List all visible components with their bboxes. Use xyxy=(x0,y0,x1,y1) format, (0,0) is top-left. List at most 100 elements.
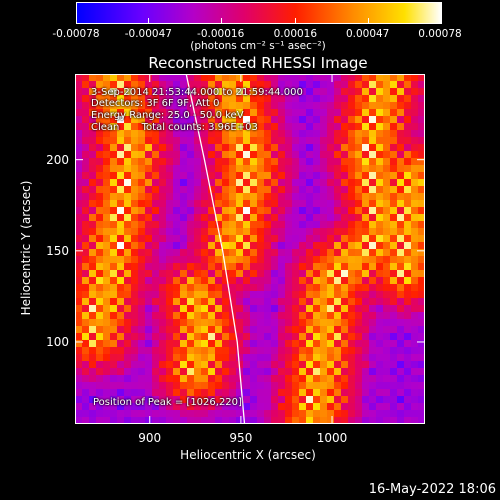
heatmap-cell xyxy=(138,158,145,165)
heatmap-cell xyxy=(138,340,145,347)
heatmap-cell xyxy=(271,340,278,347)
heatmap-cell xyxy=(166,347,173,354)
heatmap-cell xyxy=(145,389,152,396)
heatmap-cell xyxy=(180,207,187,214)
heatmap-cell xyxy=(201,410,208,417)
heatmap-cell xyxy=(313,102,320,109)
heatmap-cell xyxy=(306,375,313,382)
heatmap-cell xyxy=(89,256,96,263)
heatmap-cell xyxy=(194,298,201,305)
heatmap-cell xyxy=(75,74,82,81)
x-tick-label: 900 xyxy=(138,431,162,445)
heatmap-cell xyxy=(222,74,229,81)
heatmap-cell xyxy=(411,228,418,235)
heatmap-cell xyxy=(103,165,110,172)
heatmap-cell xyxy=(187,186,194,193)
heatmap-cell xyxy=(152,221,159,228)
heatmap-cell xyxy=(152,130,159,137)
heatmap-cell xyxy=(327,284,334,291)
heatmap-cell xyxy=(348,263,355,270)
heatmap-cell xyxy=(264,207,271,214)
heatmap-cell xyxy=(383,319,390,326)
heatmap-cell xyxy=(285,410,292,417)
heatmap-cell xyxy=(341,186,348,193)
heatmap-cell xyxy=(299,270,306,277)
heatmap-cell xyxy=(313,263,320,270)
heatmap-cell xyxy=(418,382,425,389)
heatmap-cell xyxy=(271,172,278,179)
colorbar-unit-label: (photons cm⁻² s⁻¹ asec⁻²) xyxy=(190,40,326,52)
heatmap-cell xyxy=(110,116,117,123)
heatmap-cell xyxy=(201,354,208,361)
heatmap-cell xyxy=(285,305,292,312)
heatmap-cell xyxy=(376,95,383,102)
heatmap-cell xyxy=(355,319,362,326)
heatmap-cell xyxy=(243,88,250,95)
heatmap-cell xyxy=(348,326,355,333)
heatmap-cell xyxy=(166,214,173,221)
heatmap-cell xyxy=(103,116,110,123)
heatmap-cell xyxy=(166,179,173,186)
heatmap-cell xyxy=(411,361,418,368)
heatmap-cell xyxy=(341,123,348,130)
heatmap-cell xyxy=(180,249,187,256)
heatmap-cell xyxy=(320,186,327,193)
heatmap-cell xyxy=(250,347,257,354)
heatmap-cell xyxy=(250,242,257,249)
heatmap-cell xyxy=(355,242,362,249)
heatmap-cell xyxy=(383,235,390,242)
heatmap-cell xyxy=(229,298,236,305)
heatmap-cell xyxy=(257,263,264,270)
heatmap-cell xyxy=(299,172,306,179)
heatmap-cell xyxy=(145,333,152,340)
heatmap-cell xyxy=(243,200,250,207)
heatmap-cell xyxy=(159,165,166,172)
heatmap-cell xyxy=(313,277,320,284)
heatmap-cell xyxy=(418,361,425,368)
heatmap-cell xyxy=(194,417,201,424)
heatmap-cell xyxy=(264,95,271,102)
heatmap-cell xyxy=(96,116,103,123)
heatmap-cell xyxy=(299,284,306,291)
heatmap-cell xyxy=(397,109,404,116)
heatmap-cell xyxy=(89,319,96,326)
heatmap-cell xyxy=(194,347,201,354)
heatmap-cell xyxy=(320,270,327,277)
heatmap-cell xyxy=(194,382,201,389)
heatmap-cell xyxy=(152,396,159,403)
heatmap-cell xyxy=(390,74,397,81)
heatmap-cell xyxy=(222,109,229,116)
heatmap-cell xyxy=(313,207,320,214)
heatmap-cell xyxy=(250,144,257,151)
heatmap-cell xyxy=(145,116,152,123)
heatmap-cell xyxy=(299,221,306,228)
heatmap-cell xyxy=(89,242,96,249)
heatmap-cell xyxy=(166,207,173,214)
heatmap-cell xyxy=(341,137,348,144)
heatmap-cell xyxy=(222,144,229,151)
heatmap-cell xyxy=(124,130,131,137)
heatmap-cell xyxy=(404,256,411,263)
heatmap-cell xyxy=(299,116,306,123)
heatmap-cell xyxy=(299,410,306,417)
heatmap-cell xyxy=(376,88,383,95)
heatmap-cell xyxy=(418,291,425,298)
heatmap-cell xyxy=(159,200,166,207)
heatmap-cell xyxy=(271,214,278,221)
heatmap-cell xyxy=(89,221,96,228)
heatmap-cell xyxy=(222,165,229,172)
heatmap-cell xyxy=(341,270,348,277)
heatmap-cell xyxy=(271,242,278,249)
heatmap-cell xyxy=(145,207,152,214)
heatmap-cell xyxy=(397,95,404,102)
heatmap-cell xyxy=(187,221,194,228)
heatmap-cell xyxy=(334,137,341,144)
heatmap-cell xyxy=(173,221,180,228)
heatmap-cell xyxy=(285,277,292,284)
heatmap-cell xyxy=(369,144,376,151)
heatmap-cell xyxy=(215,74,222,81)
heatmap-cell xyxy=(117,151,124,158)
heatmap-cell xyxy=(89,207,96,214)
heatmap-cell xyxy=(292,382,299,389)
heatmap-cell xyxy=(180,312,187,319)
